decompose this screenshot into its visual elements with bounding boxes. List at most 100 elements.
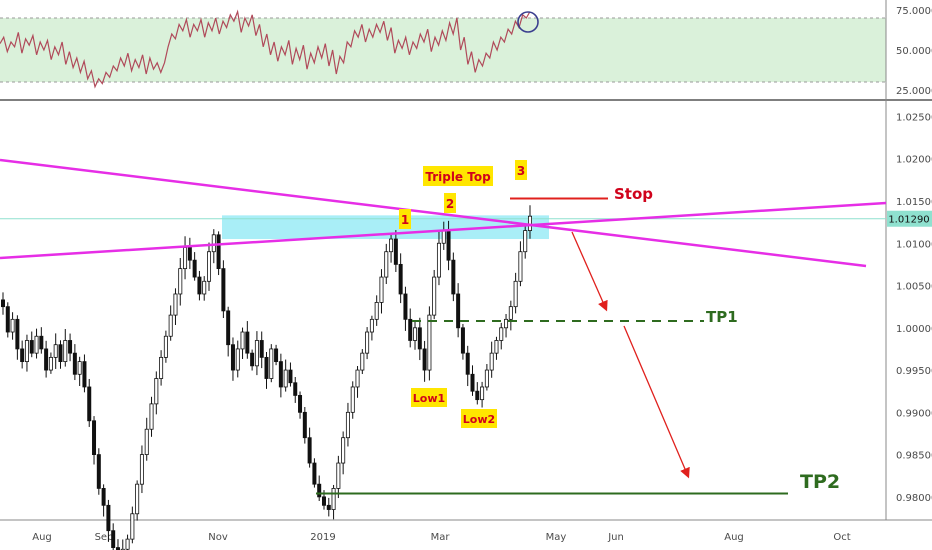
candle-body xyxy=(317,483,322,498)
candle-body xyxy=(226,310,231,346)
time-tick-label: Oct xyxy=(833,532,850,543)
candle-body xyxy=(408,318,413,341)
candle-body xyxy=(48,356,53,371)
tp2-label: TP2 xyxy=(800,471,840,493)
rsi-line xyxy=(0,9,531,89)
candle-body xyxy=(0,299,6,308)
candle-body xyxy=(441,230,446,244)
candle-body xyxy=(341,437,346,464)
candle-body xyxy=(10,318,15,333)
candle-body xyxy=(192,259,197,278)
candle-body xyxy=(207,251,212,282)
candle-body xyxy=(178,268,183,295)
price-candles xyxy=(0,205,533,550)
candle-body xyxy=(398,263,403,295)
rsi-band xyxy=(0,18,886,82)
candle-body xyxy=(384,251,389,278)
candle-body xyxy=(336,462,341,489)
candle-body xyxy=(130,513,135,540)
candle-body xyxy=(508,306,513,320)
candle-body xyxy=(350,386,355,413)
price-tick-label: 1.01000 xyxy=(896,239,932,250)
candle-body xyxy=(87,386,92,422)
candle-body xyxy=(413,327,418,341)
candle-body xyxy=(163,335,168,358)
candle-body xyxy=(389,238,394,253)
price-tick-label: 1.02500 xyxy=(896,112,932,123)
candle-body xyxy=(417,327,422,350)
stop-label: Stop xyxy=(614,185,653,203)
low1-label: Low1 xyxy=(413,392,445,405)
candle-body xyxy=(245,331,250,354)
candle-body xyxy=(513,280,518,308)
candle-body xyxy=(470,373,475,392)
candle-body xyxy=(187,247,192,261)
candle-body xyxy=(494,340,499,354)
candle-body xyxy=(235,348,240,371)
projection-arrow-1 xyxy=(571,231,608,312)
candle-body xyxy=(58,344,63,363)
candle-body xyxy=(307,437,312,464)
candle-body xyxy=(144,428,149,455)
candle-body xyxy=(29,340,34,354)
time-tick-label: 2019 xyxy=(310,532,335,543)
price-tick-label: 1.00500 xyxy=(896,282,932,293)
candle-body xyxy=(345,411,350,439)
peak3-box xyxy=(515,160,527,180)
candle-body xyxy=(264,356,269,379)
candle-body xyxy=(72,352,77,375)
candle-body xyxy=(274,348,279,363)
time-tick-label: Aug xyxy=(724,532,744,543)
low1-box xyxy=(411,388,447,407)
candle-body xyxy=(480,386,485,401)
candle-body xyxy=(465,352,470,375)
time-tick-label: Jun xyxy=(607,532,624,543)
peak2-label: 2 xyxy=(446,197,454,211)
candle-body xyxy=(326,504,331,510)
candle-body xyxy=(475,390,480,401)
candle-body xyxy=(504,318,509,329)
candle-body xyxy=(374,302,379,320)
price-tick-label: 0.98000 xyxy=(896,493,932,504)
candle-body xyxy=(77,361,82,375)
candle-body xyxy=(355,369,360,388)
candle-body xyxy=(403,293,408,320)
candle-body xyxy=(456,293,461,329)
candle-body xyxy=(92,420,97,455)
ascending-trendline xyxy=(0,201,887,260)
candle-body xyxy=(135,483,140,515)
candle-body xyxy=(369,318,374,333)
candle-body xyxy=(254,340,259,367)
candle-body xyxy=(154,378,159,405)
candle-body xyxy=(393,238,398,265)
rsi-highlight-circle xyxy=(517,11,539,33)
peak1-label: 1 xyxy=(401,213,409,227)
candle-body xyxy=(183,247,188,270)
current-price-value: 1.01290 xyxy=(888,215,929,226)
price-tick-label: 1.02000 xyxy=(896,155,932,166)
candle-body xyxy=(360,352,365,371)
triple-top-box xyxy=(423,166,493,186)
candle-body xyxy=(288,369,293,384)
candle-body xyxy=(312,462,317,485)
candle-body xyxy=(298,395,303,413)
projection-arrow-2 xyxy=(623,325,690,479)
candle-body xyxy=(250,352,255,367)
candle-body xyxy=(484,369,489,388)
candle-body xyxy=(39,335,44,350)
candle-body xyxy=(283,369,288,388)
candle-body xyxy=(149,403,154,430)
candle-body xyxy=(489,352,494,371)
triple-top-label: Triple Top xyxy=(425,170,491,184)
candle-body xyxy=(436,242,441,278)
candle-body xyxy=(518,251,523,282)
candle-body xyxy=(15,318,20,350)
candle-body xyxy=(34,335,39,354)
candle-body xyxy=(197,276,202,295)
candle-body xyxy=(446,230,451,261)
candle-body xyxy=(422,348,427,371)
candle-body xyxy=(216,234,221,270)
candle-body xyxy=(168,314,173,337)
candle-body xyxy=(20,348,25,363)
